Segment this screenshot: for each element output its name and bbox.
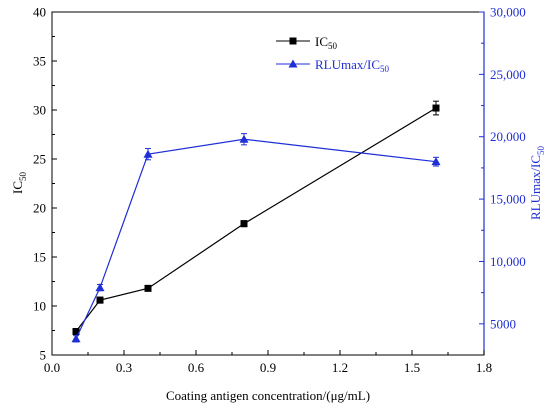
right-tick-label: 30,000 — [490, 5, 526, 20]
right-axis: 5000 10,000 15,000 20,000 25,000 30,000 — [479, 5, 526, 331]
data-point-triangle — [143, 149, 153, 158]
left-tick-label: 10 — [33, 299, 46, 314]
data-point-square — [72, 327, 80, 335]
data-point-square — [432, 104, 440, 112]
left-axis-title: IC50 — [10, 172, 28, 195]
right-axis-title: RLUmax/IC50 — [528, 146, 546, 221]
x-tick-label: 1.2 — [332, 360, 348, 375]
x-tick-label: 0.9 — [260, 360, 276, 375]
data-point-triangle — [239, 134, 249, 143]
legend-entry-ic50: IC50 — [276, 34, 338, 51]
legend-label-rlumax-ic50: RLUmax/IC50 — [315, 57, 390, 74]
right-tick-label: 5000 — [490, 316, 516, 331]
legend-entry-rlumax-ic50: RLUmax/IC50 — [276, 57, 390, 74]
right-axis-title-main: RLUmax/IC — [528, 155, 543, 220]
legend-label-ic50: IC50 — [315, 34, 338, 51]
x-tick-label: 0.6 — [188, 360, 205, 375]
left-tick-label: 35 — [33, 54, 46, 69]
left-tick-label: 15 — [33, 250, 46, 265]
series-ic50 — [72, 100, 440, 335]
right-tick-label: 25,000 — [490, 67, 526, 82]
series-layer — [71, 100, 441, 343]
left-axis-title-subscript: 50 — [18, 172, 28, 182]
left-axis-title-main: IC — [10, 181, 25, 194]
data-point-triangle — [431, 157, 441, 166]
right-tick-label: 15,000 — [490, 192, 526, 207]
legend-marker-square — [289, 37, 297, 45]
left-tick-label: 40 — [33, 5, 46, 20]
x-axis-title: Coating antigen concentration/(μg/mL) — [166, 388, 370, 403]
series-rlumax-ic50 — [71, 133, 441, 343]
left-tick-label: 20 — [33, 201, 46, 216]
left-axis: 5 10 15 20 25 30 35 40 — [33, 5, 57, 363]
x-tick-label: 1.5 — [404, 360, 420, 375]
legend: IC50 RLUmax/IC50 — [276, 34, 390, 74]
x-tick-label: 0.0 — [44, 360, 60, 375]
data-point-square — [240, 220, 248, 228]
data-point-triangle — [95, 283, 105, 292]
right-tick-label: 20,000 — [490, 129, 526, 144]
data-point-triangle — [71, 334, 81, 343]
right-axis-title-subscript: 50 — [536, 146, 546, 156]
left-tick-label: 5 — [40, 348, 47, 363]
left-tick-label: 25 — [33, 152, 46, 167]
legend-marker-triangle — [288, 59, 298, 68]
right-tick-label: 10,000 — [490, 254, 526, 269]
bottom-axis: 0.0 0.3 0.6 0.9 1.2 1.5 1.8 — [44, 350, 492, 375]
x-tick-label: 0.3 — [116, 360, 132, 375]
data-point-square — [144, 284, 152, 292]
x-tick-label: 1.8 — [476, 360, 492, 375]
legend-label-ic50-subscript: 50 — [328, 41, 338, 51]
left-tick-label: 30 — [33, 103, 46, 118]
legend-label-rlumax-subscript: 50 — [380, 64, 390, 74]
legend-label-ic50-main: IC — [315, 34, 328, 49]
data-point-square — [96, 296, 104, 304]
legend-label-rlumax-main: RLUmax/IC — [315, 57, 380, 72]
